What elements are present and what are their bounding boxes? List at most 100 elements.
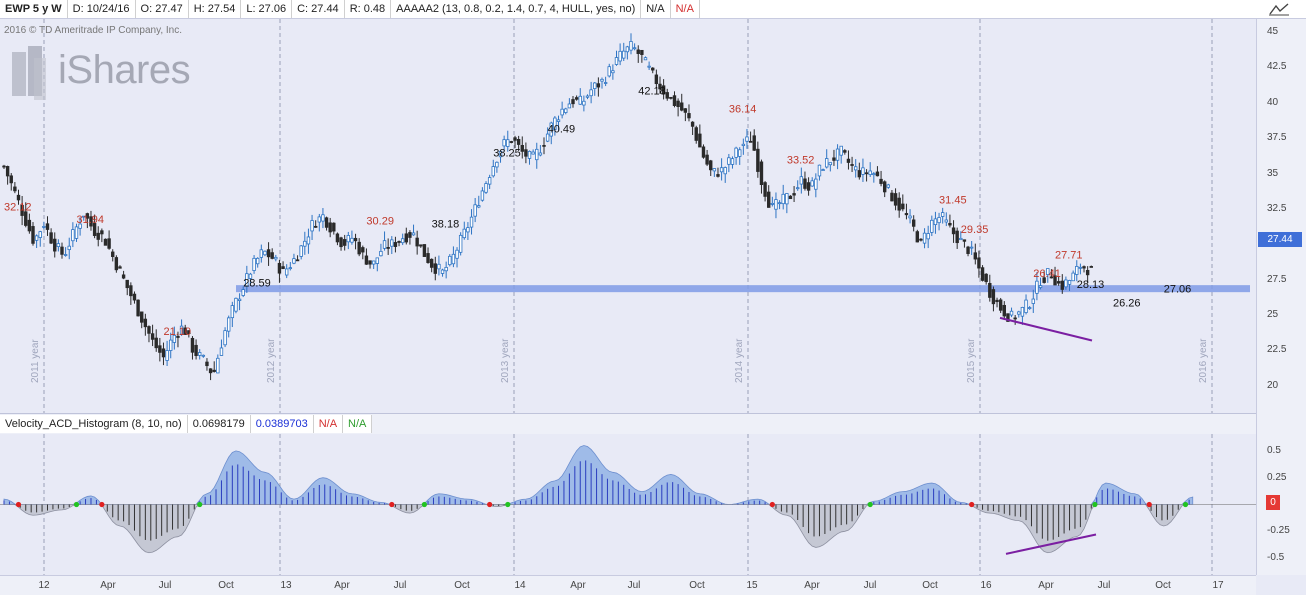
price-pane[interactable]: 2011 year 2012 year 2013 year 2014 year 2015… [0,19,1256,413]
candle-body [908,215,912,219]
price-tick-label: 25 [1267,309,1279,321]
candle-body [259,249,264,258]
time-tick-label: Jul [863,580,877,591]
candle-body [143,318,148,328]
time-tick-label: Apr [804,580,820,591]
candle-body [694,127,698,141]
time-tick-label: 15 [746,580,758,591]
candle-body [179,325,184,335]
signal-dot [969,501,975,508]
candle-body [252,257,256,271]
candle-body [216,357,220,374]
symbol-header-bar: EWP 5 y W D: 10/24/16 O: 27.47 H: 27.54 … [0,0,1306,19]
candle-body [1046,268,1050,275]
candle-body [665,92,669,99]
candle-body [266,249,271,258]
candle-body [129,285,133,297]
candle-body [1075,266,1079,275]
divergence-line-indicator [1005,533,1097,555]
candle-body [988,282,992,298]
histogram-bars [3,460,1190,541]
candle-body [281,266,285,269]
candle-body [16,194,21,201]
candle-body [774,199,778,210]
year-label: 2011 year [30,339,41,383]
indicator-axis[interactable]: 0.5 0.25 0 -0.25 -0.5 [1256,413,1306,575]
time-tick-label: 17 [1212,580,1224,591]
indicator-name[interactable]: Velocity_ACD_Histogram (8, 10, no) [0,415,188,433]
candle-body [937,217,941,224]
candle-body [339,237,343,248]
study-readout[interactable]: AAAAA2 (13, 0.8, 0.2, 1.4, 0.7, 4, HULL,… [391,0,642,18]
candle-body [796,187,800,190]
candles [2,33,1093,381]
candle-body [553,117,557,130]
candle-body [948,222,952,226]
symbol-label[interactable]: EWP 5 y W [0,0,68,18]
price-annotation: 28.13 [1077,279,1105,291]
candle-body [368,260,372,265]
time-tick-label: Apr [334,580,350,591]
time-tick-label: Apr [100,580,116,591]
candle-body [45,223,50,230]
candle-body [5,166,10,177]
candle-body [1035,280,1039,294]
candle-body [270,252,274,259]
candle-body [636,49,640,54]
candle-body [589,89,593,97]
divergence-line-price [999,316,1093,342]
candle-body [458,234,463,253]
candle-body [835,148,840,161]
candle-body [1042,277,1046,283]
candle-body [426,253,430,263]
candle-body [922,232,927,244]
candle-body [462,228,466,239]
candle-body [487,177,492,185]
price-annotation: 26.41 [1033,268,1061,280]
candle-body [371,260,376,265]
time-tick-label: Oct [922,580,938,591]
candle-body [190,337,195,353]
signal-dot [421,501,428,508]
candle-body [324,217,329,228]
candle-body [690,121,695,127]
candle-body [748,140,753,143]
indicator-pane[interactable] [0,434,1256,575]
time-tick-label: Jul [1097,580,1111,591]
candle-body [150,333,155,340]
candle-body [901,203,905,210]
candle-body [245,273,249,287]
signal-dot [487,501,493,508]
candle-body [853,166,858,171]
candle-body [556,119,561,122]
candle-body [618,50,622,62]
candle-body [1009,310,1014,316]
candle-body [263,250,267,256]
candle-body [1082,266,1086,269]
candle-body [926,233,930,240]
candle-body [643,57,648,61]
candle-body [477,205,481,208]
candle-body [411,232,416,236]
signal-dot [73,501,80,508]
candle-body [422,244,427,257]
candle-body [839,145,843,156]
candle-body [651,67,655,71]
candle-body [350,237,354,243]
candle-body [911,219,916,227]
candle-body [96,232,100,240]
time-axis[interactable]: 12 Apr Jul Oct 13 Apr Jul Oct 14 Apr Jul Oct 15 Apr Ju… [0,575,1256,595]
candle-body [1002,304,1006,317]
year-label: 2016 year [1198,338,1209,383]
draw-tool-icon[interactable] [1268,2,1290,16]
year-label: 2013 year [500,338,511,383]
candle-body [71,229,75,242]
candle-body [886,184,891,188]
candle-body [346,235,351,243]
price-tick-label: 45 [1267,26,1279,38]
indicator-tick-label: -0.5 [1267,552,1285,564]
candle-body [752,135,756,151]
candle-body [440,269,445,274]
candle-body [284,268,289,276]
